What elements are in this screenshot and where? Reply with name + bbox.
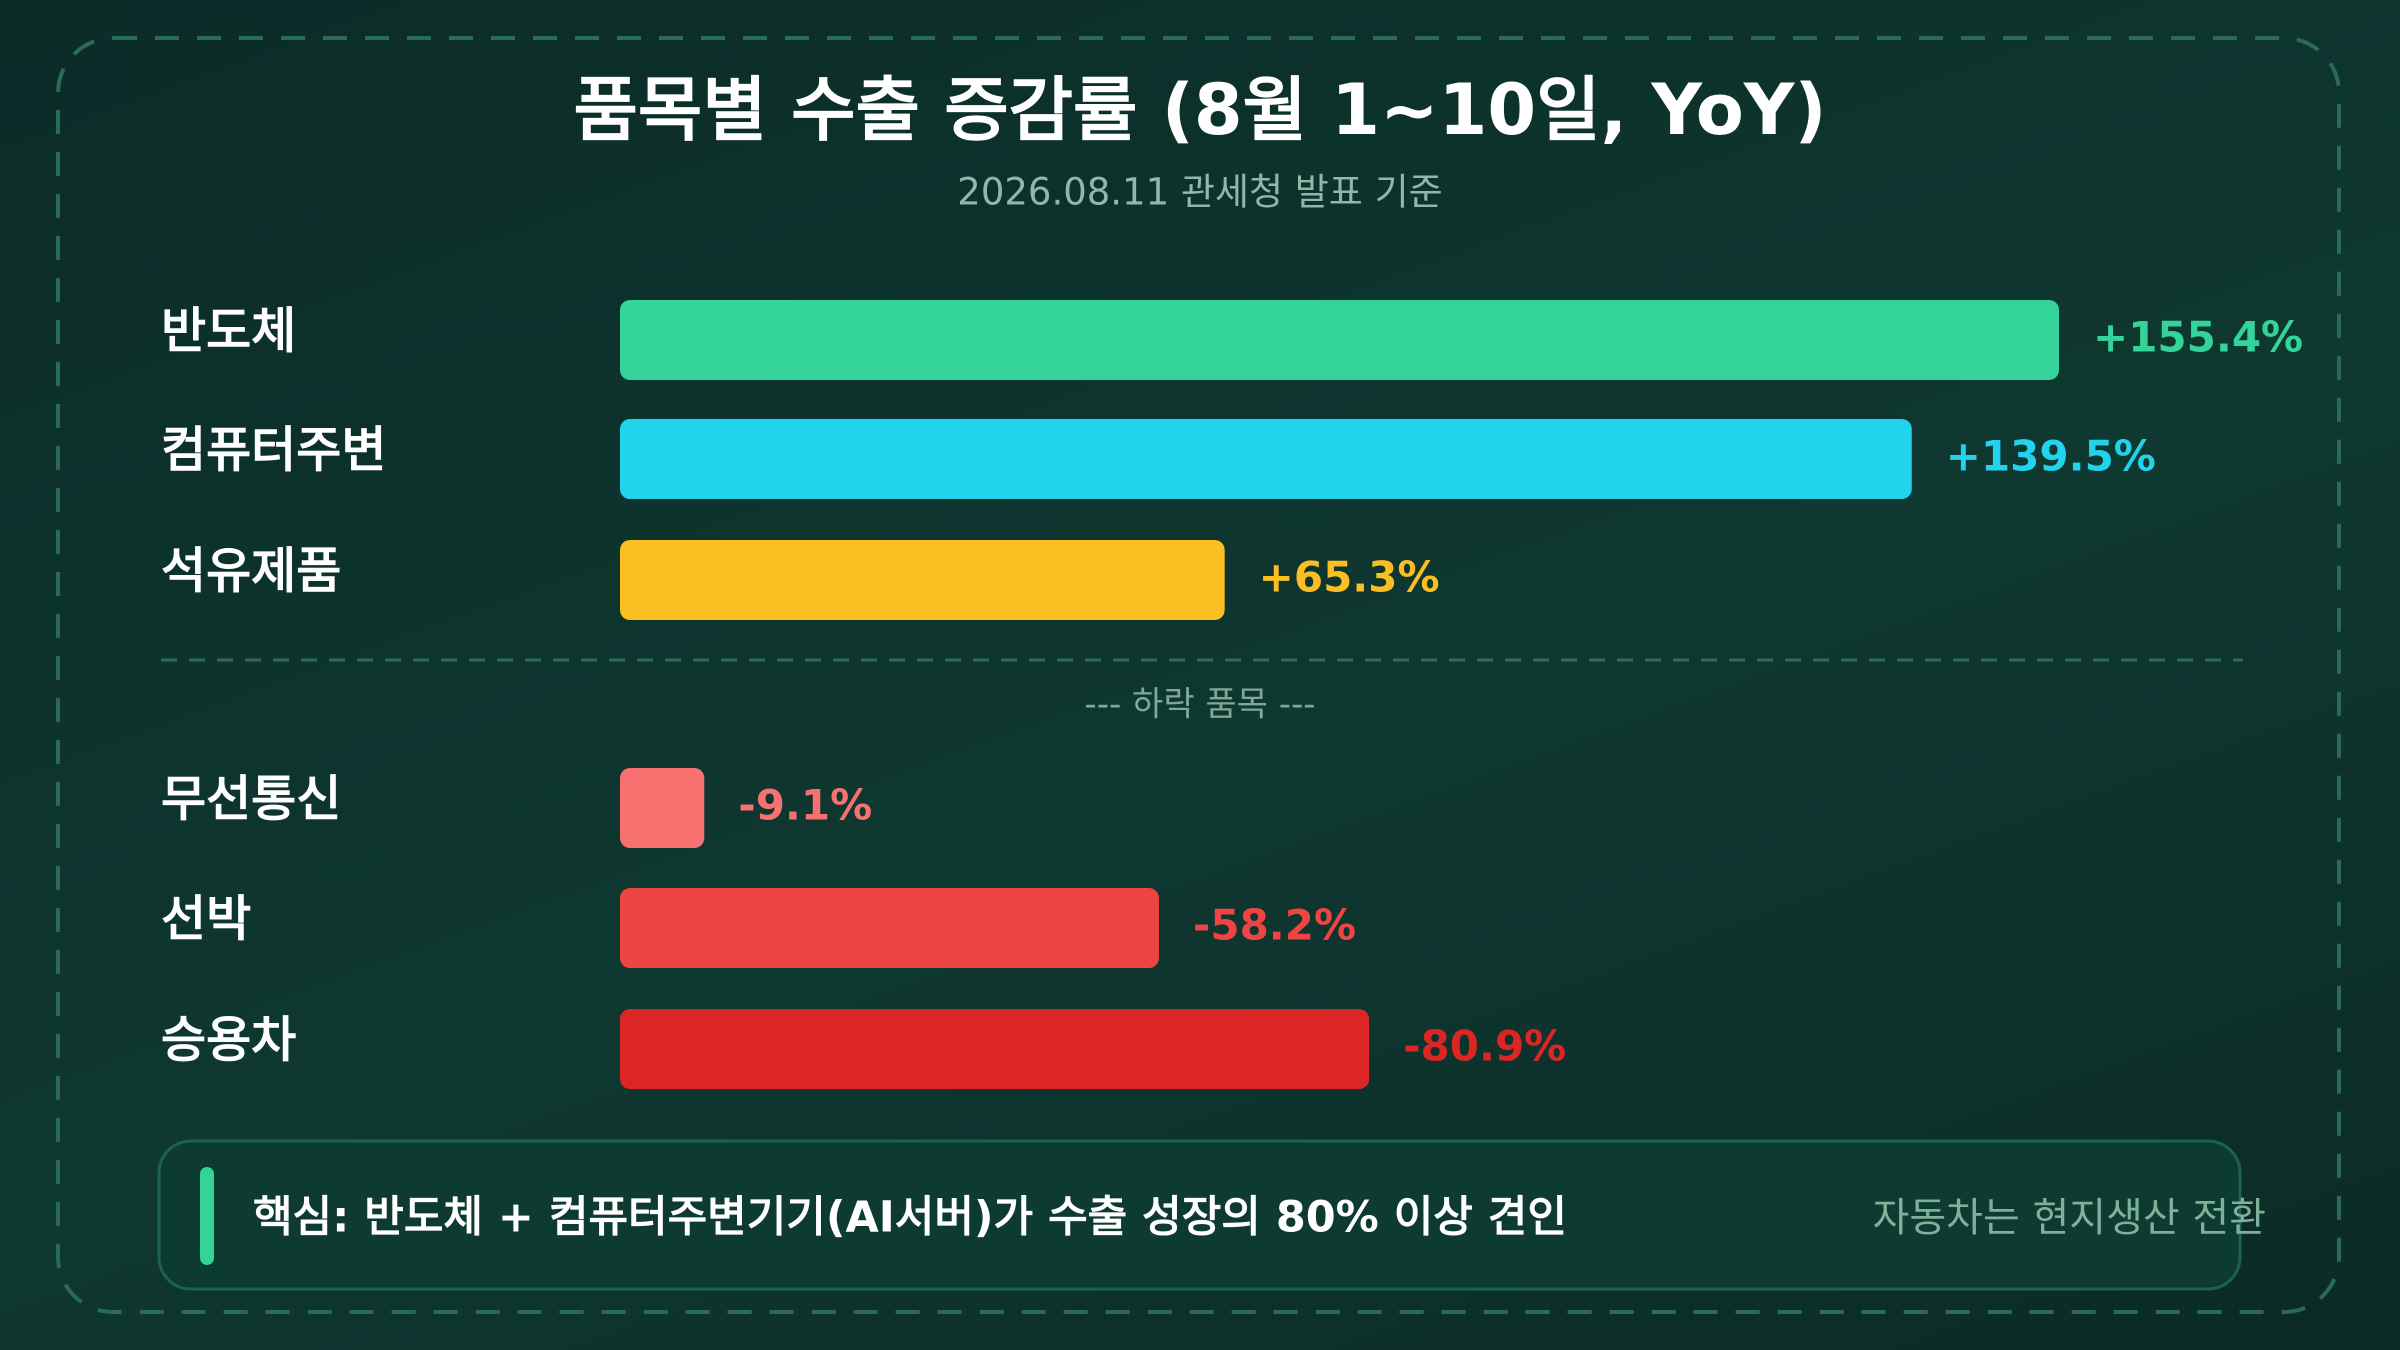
value-label: +65.3% <box>1259 553 1440 602</box>
note-box <box>157 1139 2242 1291</box>
bar <box>620 419 1912 499</box>
bar <box>620 300 2060 380</box>
note-side-text: 자동차는 현지생산 전환 <box>1873 1195 2266 1241</box>
note-text: 핵심: 반도체 + 컴퓨터주변기기(AI서버)가 수출 성장의 80% 이상 견… <box>253 1193 1567 1243</box>
category-label: 반도체 <box>161 303 296 360</box>
bar <box>620 1009 1370 1089</box>
category-label: 승용차 <box>161 1012 296 1069</box>
value-label: -9.1% <box>738 781 872 830</box>
note-accent <box>200 1167 214 1265</box>
chart-title: 품목별 수출 증감률 (8월 1~10일, YoY) <box>574 69 1827 151</box>
value-label: +139.5% <box>1946 432 2156 481</box>
bar <box>620 540 1225 620</box>
value-label: -80.9% <box>1403 1022 1566 1071</box>
group-label: --- 하락 품목 --- <box>1084 685 1315 725</box>
category-label: 선박 <box>161 891 251 948</box>
frame <box>56 36 2341 1314</box>
chart-subtitle: 2026.08.11 관세청 발표 기준 <box>957 171 1442 214</box>
value-label: -58.2% <box>1193 901 1356 950</box>
value-label: +155.4% <box>2093 313 2303 362</box>
bar <box>620 768 705 848</box>
category-label: 무선통신 <box>161 771 341 828</box>
category-label: 석유제품 <box>161 543 341 600</box>
bar <box>620 888 1159 968</box>
category-label: 컴퓨터주변 <box>161 422 386 479</box>
